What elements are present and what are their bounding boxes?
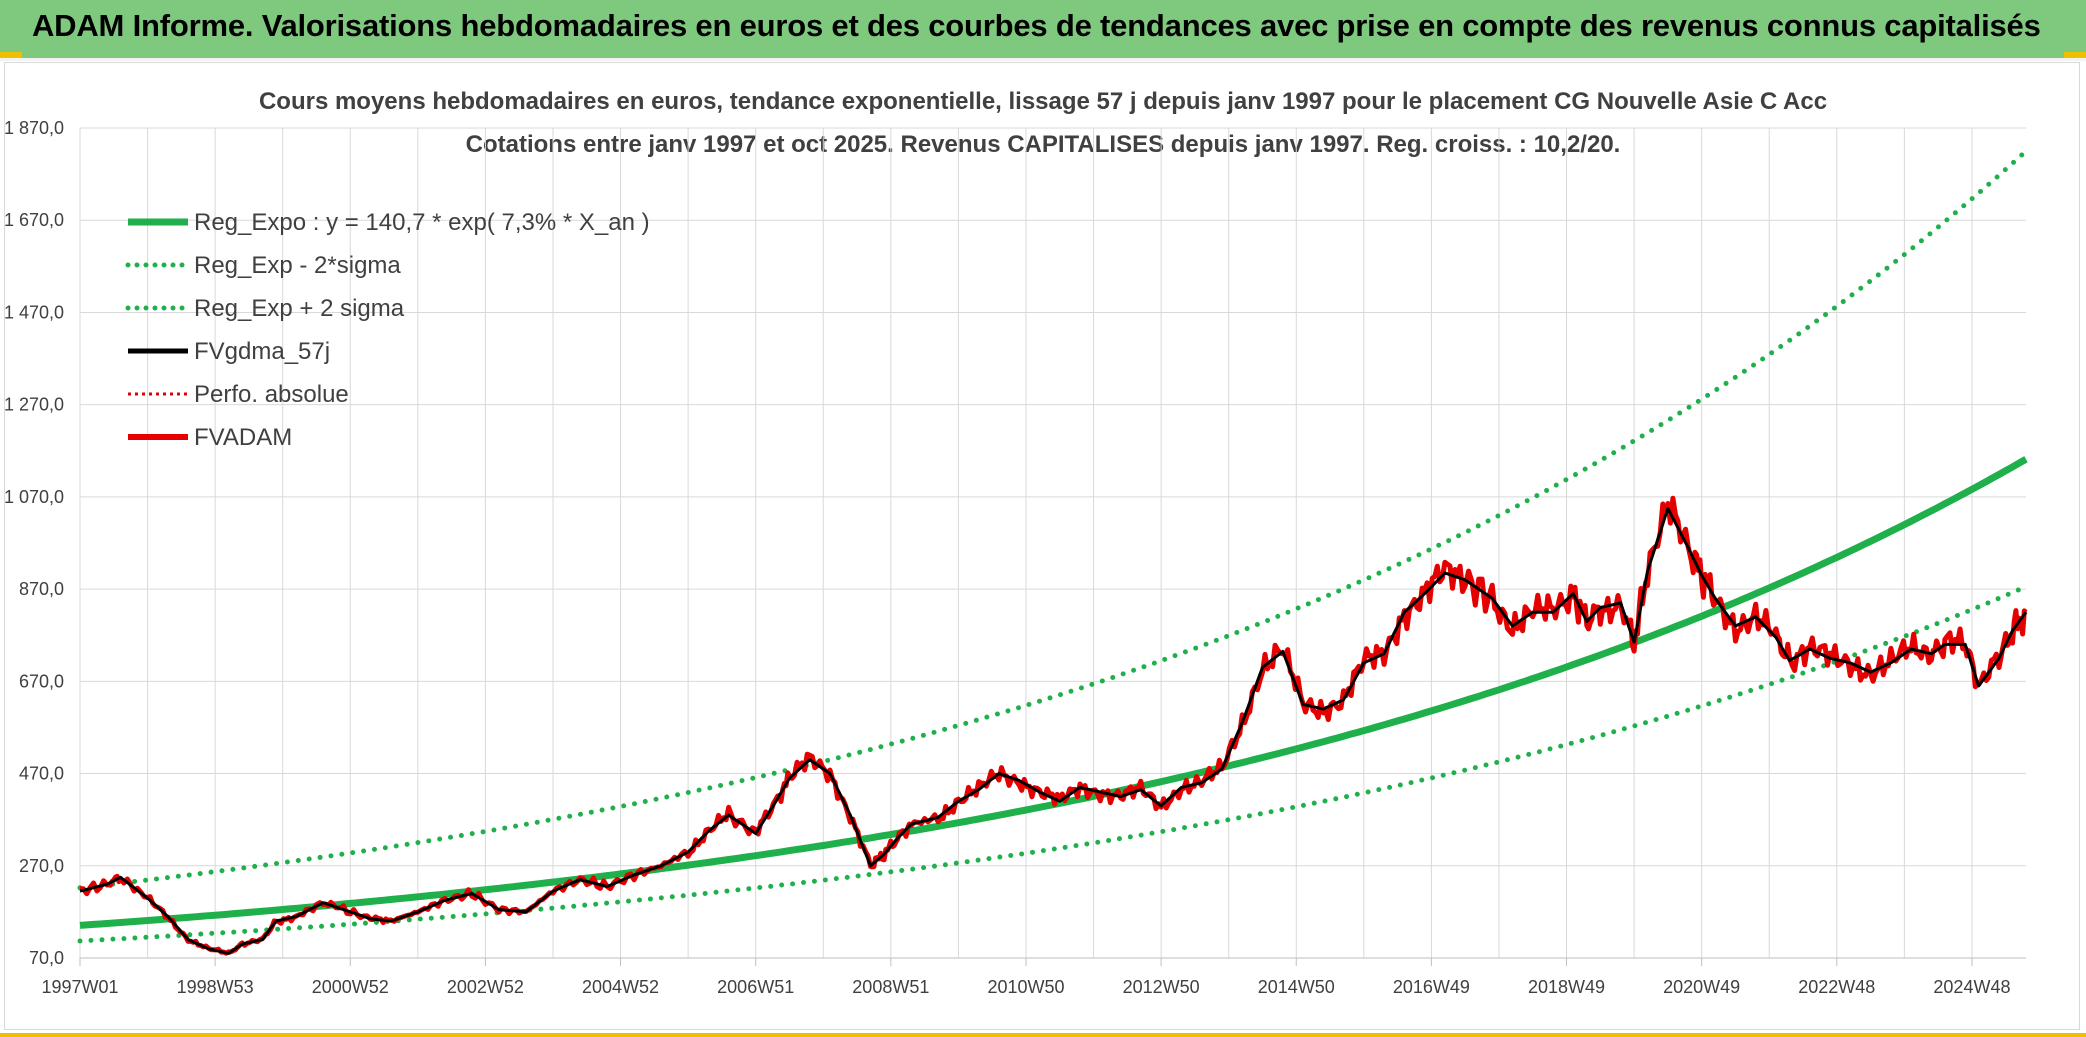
x-tick-label: 2014W50 (1258, 977, 1335, 997)
x-tick-label: 1998W53 (177, 977, 254, 997)
y-tick-label: 670,0 (19, 671, 64, 691)
legend-label: Reg_Exp - 2*sigma (194, 252, 401, 279)
y-tick-label: 1 870,0 (4, 118, 64, 138)
y-tick-label: 1 670,0 (4, 210, 64, 230)
gridlines (79, 127, 2026, 959)
perfo-absolue-line (80, 498, 2027, 955)
x-tick-label: 2012W50 (1123, 977, 1200, 997)
x-tick-label: 2016W49 (1393, 977, 1470, 997)
x-tick-label: 2024W48 (1933, 977, 2010, 997)
report-title: ADAM Informe. Valorisations hebdomadaire… (32, 8, 2041, 43)
header-banner (0, 0, 2086, 61)
y-tick-label: 870,0 (19, 579, 64, 599)
x-tick-label: 2020W49 (1663, 977, 1740, 997)
x-tick-label: 2008W51 (852, 977, 929, 997)
legend-label: FVADAM (194, 424, 292, 451)
y-tick-label: 1 070,0 (4, 487, 64, 507)
legend-label: Reg_Exp + 2 sigma (194, 295, 405, 322)
x-axis-ticks: 1997W01 1998W53 2000W52 2002W52 2004W52 2006W… (41, 958, 2010, 997)
x-tick-label: 2022W48 (1798, 977, 1875, 997)
legend-label: Perfo. absolue (194, 381, 349, 408)
y-tick-label: 1 470,0 (4, 302, 64, 322)
chart-title: Cours moyens hebdomadaires en euros, ten… (258, 88, 1828, 115)
y-axis-ticks: 70,0 270,0 470,0 670,0 870,0 1 070,0 1 270,0 1 … (4, 118, 64, 968)
reg-expo-line (79, 456, 2028, 929)
x-tick-label: 2000W52 (312, 977, 389, 997)
reg-exp-minus-2sigma-line (77, 584, 2029, 944)
chart-subtitle: Cotations entre janv 1997 et oct 2025. R… (465, 131, 1621, 158)
y-tick-label: 70,0 (29, 948, 64, 968)
x-tick-label: 2018W49 (1528, 977, 1605, 997)
x-tick-label: 1997W01 (41, 977, 118, 997)
y-tick-label: 270,0 (19, 856, 64, 876)
chart-series (77, 148, 2029, 956)
banner-accent-left (0, 52, 22, 58)
legend-label: FVgdma_57j (194, 338, 330, 365)
x-tick-label: 2004W52 (582, 977, 659, 997)
y-tick-label: 1 270,0 (4, 395, 64, 415)
x-tick-label: 2010W50 (987, 977, 1064, 997)
banner-accent-right (2064, 52, 2086, 58)
bottom-accent-bar (0, 1033, 2086, 1037)
chart-legend: Reg_Expo : y = 140,7 * exp( 7,3% * X_an … (125, 209, 650, 451)
chart-frame (4, 62, 2080, 1030)
fvadam-line (80, 495, 2028, 956)
y-tick-label: 470,0 (19, 764, 64, 784)
x-tick-label: 2006W51 (717, 977, 794, 997)
fvgdma-57j-line (79, 506, 2028, 955)
legend-label: Reg_Expo : y = 140,7 * exp( 7,3% * X_an … (194, 209, 650, 236)
x-tick-label: 2002W52 (447, 977, 524, 997)
